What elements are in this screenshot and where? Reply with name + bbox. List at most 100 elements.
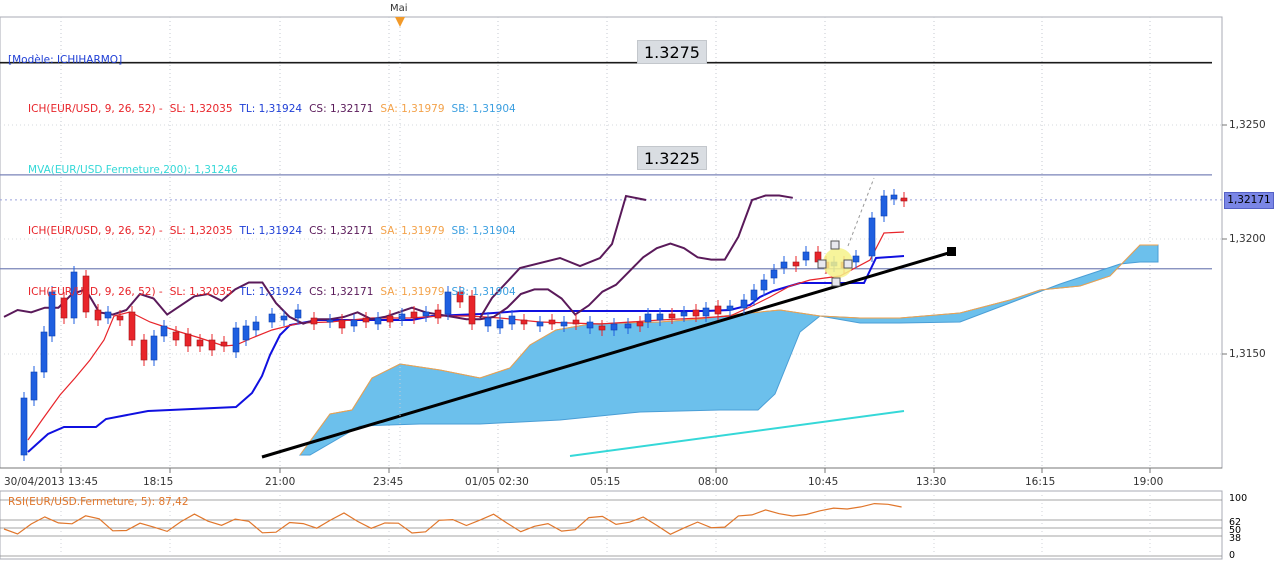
legend-row-ich-3[interactable]: ICH(EUR/USD, 9, 26, 52) - SL: 1,32035 TL: … [8,274,523,311]
candle-down [900,197,908,202]
projection-dashed-line [847,177,875,247]
legend-ich-sb: SB: 1,31904 [451,103,516,116]
candle-up [30,371,38,401]
level-annotation-1[interactable]: 1.3275 [637,40,707,64]
candle-down [434,309,442,319]
candle-up [398,313,406,321]
candle-down [172,331,180,341]
chikou-line [3,194,793,325]
time-tick-label: 30/04/2013 13:45 [4,476,99,488]
candle-down [196,339,204,347]
legend-ich-sl: SL: 1,32035 [169,286,233,299]
legend-ich-sa: SA: 1,31979 [380,103,445,116]
time-tick-label: 21:00 [265,476,296,488]
indicator-legend: [Modèle: ICHIHARMO] ICH(EUR/USD, 9, 26, … [8,30,523,335]
candle-down [220,341,228,347]
candle-up [70,271,78,319]
candle-down [598,325,606,331]
candle-up [610,323,618,331]
candle-up [484,317,492,327]
candle-up [770,269,778,279]
legend-row-mva[interactable]: MVA(EUR/USD.Fermeture,200): 1,31246 [8,152,523,189]
candle-up [508,315,516,325]
candle-up [422,311,430,317]
candle-up [868,217,876,257]
candle-up [624,323,632,329]
legend-ich-sa: SA: 1,31979 [380,225,445,238]
candle-up [702,307,710,317]
candle-down [60,297,68,319]
candle-down [128,311,136,341]
candle-down [310,317,318,325]
time-tick-label: 16:15 [1025,476,1056,488]
candle-up [444,291,452,315]
legend-ich-sl: SL: 1,32035 [169,225,233,238]
time-tick-label: 05:15 [590,476,621,488]
candle-down [714,305,722,315]
candle-down [792,261,800,267]
time-tick-label: 01/05 02:30 [465,476,529,488]
candle-up [496,319,504,329]
price-tick-label: 1,3250 [1229,119,1266,131]
legend-ich-tl: TL: 1,31924 [239,286,303,299]
candle-down [668,313,676,319]
legend-ich-cs: CS: 1,32171 [309,286,374,299]
candle-down [410,311,418,319]
candle-down [386,315,394,323]
legend-row-ich-1[interactable]: ICH(EUR/USD, 9, 26, 52) - SL: 1,32035 TL: … [8,91,523,128]
candle-down [116,315,124,321]
time-tick-label: 23:45 [373,476,404,488]
candle-down [548,319,556,325]
candle-up [890,194,898,200]
price-tick-label: 1,3150 [1229,348,1266,360]
time-tick-label: 08:00 [698,476,729,488]
mva-line [569,410,905,457]
pattern-point-marker [830,240,840,250]
candle-up [374,317,382,325]
candle-up [726,305,734,311]
candle-up [242,325,250,341]
candle-down [636,321,644,327]
rsi-level-label: 0 [1229,550,1236,561]
trendline-handle [947,247,956,256]
price-tick-label: 1,3200 [1229,233,1266,245]
legend-ich-sb: SB: 1,31904 [451,286,516,299]
rsi-level-label: 62 [1229,517,1242,528]
rsi-frame [0,490,1223,560]
candle-up [48,291,56,337]
highlight-circle [823,248,853,278]
time-tick-label: 10:45 [808,476,839,488]
candle-up [294,309,302,319]
current-price-tag: 1,32171 [1224,192,1274,209]
rsi-level-label: 50 [1229,525,1242,536]
rsi-title: RSI(EUR/USD.Fermeture, 5): 87,42 [8,496,189,508]
time-tick-label: 18:15 [143,476,174,488]
rsi-line [3,502,902,535]
candle-down [94,309,102,321]
legend-ich-name: ICH(EUR/USD, 9, 26, 52) - [28,286,163,299]
candle-up [536,321,544,327]
candle-up [280,315,288,321]
legend-row-ich-2[interactable]: ICH(EUR/USD, 9, 26, 52) - SL: 1,32035 TL: … [8,213,523,250]
candle-down [82,275,90,313]
candle-up [150,335,158,361]
legend-ich-name: ICH(EUR/USD, 9, 26, 52) - [28,103,163,116]
candle-up [160,325,168,337]
time-tick-label: 19:00 [1133,476,1164,488]
pattern-point-marker [843,259,853,269]
legend-ich-tl: TL: 1,31924 [239,103,303,116]
candle-up [326,319,334,323]
candle-down [520,319,528,325]
month-marker-label: Mai [390,3,408,14]
level-annotation-2[interactable]: 1.3225 [637,146,707,170]
legend-ich-sl: SL: 1,32035 [169,103,233,116]
month-marker-triangle [395,17,405,27]
candle-down [692,309,700,317]
candle-down [338,319,346,329]
candle-up [232,327,240,353]
candle-up [40,331,48,373]
candle-up [740,299,748,309]
legend-mva-name: MVA(EUR/USD.Fermeture,200): 1,31246 [28,164,238,177]
